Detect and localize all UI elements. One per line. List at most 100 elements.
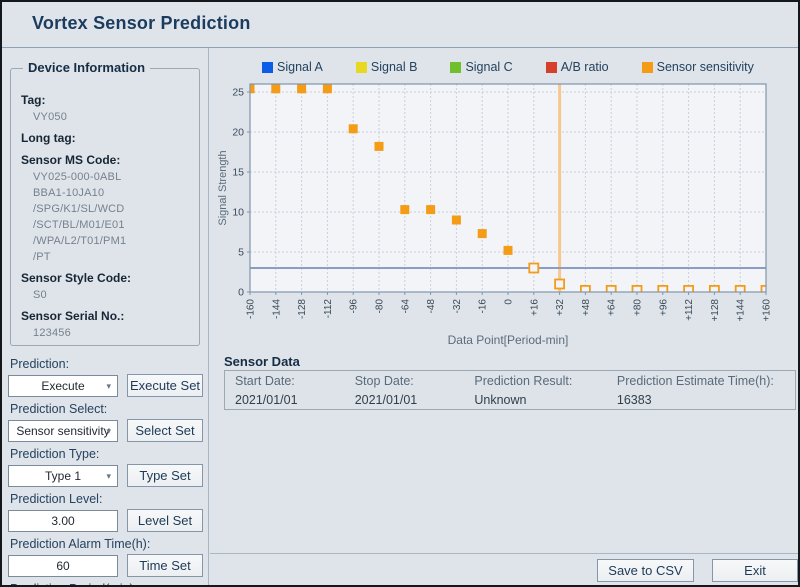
sensor-data-value: 2021/01/01	[354, 392, 418, 407]
x-tick-label: +64	[607, 299, 618, 316]
marker-hollow	[734, 284, 746, 292]
marker-hollow	[657, 284, 669, 292]
x-tick-label: -80	[375, 299, 386, 314]
legend-item: Signal C	[450, 60, 513, 74]
marker-filled	[451, 215, 461, 225]
x-tick-label: +96	[658, 299, 669, 316]
x-tick-label: -48	[426, 299, 437, 314]
y-tick-label: 5	[238, 247, 244, 259]
prediction-alarm-time-label: Prediction Alarm Time(h):	[10, 537, 151, 551]
legend-item: Sensor sensitivity	[641, 60, 754, 74]
x-tick-label: +128	[710, 299, 721, 322]
marker-hollow	[708, 284, 720, 292]
device-field-label: Tag:	[21, 93, 46, 107]
marker-hollow	[528, 262, 540, 274]
device-field-label: Long tag:	[21, 131, 76, 145]
marker-hollow	[554, 278, 566, 290]
data-points	[250, 84, 766, 292]
sensor-data-label: Prediction Estimate Time(h):	[616, 373, 774, 388]
prediction-select-dropdown[interactable]: Sensor sensitivity ▾	[8, 419, 118, 442]
prediction-level-input[interactable]	[8, 509, 118, 532]
sensor-data-label: Prediction Result:	[474, 373, 573, 388]
x-tick-label: -96	[349, 299, 360, 314]
prediction-type-set-button[interactable]: Type Set	[127, 464, 203, 487]
x-tick-label: +160	[762, 299, 773, 322]
device-info-group: Device Information Tag: VY050 Long tag: Sen…	[10, 60, 200, 346]
sensor-data-title: Sensor Data	[224, 354, 300, 369]
device-field-label: Sensor MS Code:	[21, 153, 121, 167]
legend-label: Sensor sensitivity	[656, 60, 754, 74]
page-title: Vortex Sensor Prediction	[32, 13, 251, 33]
exit-button[interactable]: Exit	[712, 559, 798, 582]
panel-divider	[208, 48, 209, 585]
chart-panel: Signal A Signal B Signal C A/B ratio Sensor …	[212, 48, 798, 553]
legend-swatch-icon	[262, 61, 273, 73]
device-info-title: Device Information	[23, 60, 151, 75]
y-tick-label: 25	[232, 87, 244, 99]
x-tick-label: +112	[684, 299, 695, 321]
y-tick-label: 15	[232, 167, 244, 179]
x-tick-label: -112	[323, 299, 334, 319]
prediction-select-label: Prediction Select:	[10, 402, 108, 416]
device-field-value: /WPA/L2/T01/PM1	[33, 235, 127, 247]
legend-swatch-icon	[450, 61, 462, 73]
marker-filled	[503, 245, 513, 255]
chart-legend: Signal A Signal B Signal C A/B ratio Sensor …	[262, 60, 798, 74]
sensor-data-label: Start Date:	[235, 373, 295, 388]
marker-filled	[271, 84, 281, 94]
marker-hollow	[579, 284, 591, 292]
marker-hollow	[683, 284, 695, 292]
device-field-value: /SPG/K1/SL/WCD	[33, 203, 125, 215]
x-tick-label: -32	[452, 299, 463, 314]
prediction-controls: Prediction: Execute ▾ Execute Set Prediction…	[8, 352, 204, 585]
marker-hollow	[631, 284, 643, 292]
prediction-type-row: Type 1 ▾ Type Set	[8, 464, 204, 487]
device-field-value: VY025-000-0ABL	[33, 171, 122, 183]
sensor-data-label: Stop Date:	[354, 373, 414, 388]
footer-buttons: Save to CSV Exit	[212, 559, 798, 582]
prediction-type-dropdown[interactable]: Type 1 ▾	[8, 464, 118, 487]
sensor-data-value: Unknown	[474, 392, 527, 407]
prediction-period-label: Prediction Period(min):	[10, 582, 204, 585]
chevron-down-icon: ▾	[106, 380, 111, 391]
device-field-value: VY050	[33, 111, 68, 123]
prediction-level-row: Level Set	[8, 509, 204, 532]
title-separator	[2, 47, 798, 48]
prediction-execute-dropdown[interactable]: Execute ▾	[8, 374, 118, 397]
device-field-value: /PT	[33, 251, 51, 263]
prediction-alarm-time-row: Time Set	[8, 554, 204, 577]
marker-hollow	[760, 284, 766, 292]
prediction-level-set-button[interactable]: Level Set	[127, 509, 203, 532]
prediction-alarm-time-input[interactable]	[8, 554, 118, 577]
y-tick-label: 20	[232, 127, 244, 139]
device-field-value: BBA1-10JA10	[33, 187, 105, 199]
marker-hollow	[605, 284, 617, 292]
device-field-value: /SCT/BL/M01/E01	[33, 219, 125, 231]
device-field-label: Sensor Serial No.:	[21, 309, 125, 323]
prediction-select-set-button[interactable]: Select Set	[127, 419, 203, 442]
x-axis-title: Data Point[Period-min]	[448, 333, 569, 347]
x-tick-label: -64	[400, 299, 411, 314]
sensor-data-value: 2021/01/01	[235, 392, 298, 407]
x-tick-label: +32	[555, 299, 566, 316]
prediction-select-row: Sensor sensitivity ▾ Select Set	[8, 419, 204, 442]
sensor-data-table: Start Date: Stop Date: Prediction Result: P…	[224, 370, 796, 410]
prediction-alarm-time-set-button[interactable]: Time Set	[127, 554, 203, 577]
x-tick-label: -144	[271, 299, 282, 319]
legend-label: Signal A	[277, 60, 323, 74]
marker-filled	[297, 84, 307, 94]
legend-item: Signal B	[355, 60, 417, 74]
x-tick-label: -160	[246, 299, 257, 319]
prediction-execute-set-button[interactable]: Execute Set	[127, 374, 203, 397]
x-tick-label: -16	[478, 299, 489, 314]
legend-swatch-icon	[641, 61, 653, 73]
save-to-csv-button[interactable]: Save to CSV	[597, 559, 694, 582]
chevron-down-icon: ▾	[106, 470, 111, 481]
y-tick-label: 10	[232, 207, 244, 219]
prediction-type-label: Prediction Type:	[10, 447, 100, 461]
legend-item: A/B ratio	[545, 60, 609, 74]
x-tick-label: -128	[297, 299, 308, 319]
y-tick-label: 0	[238, 287, 244, 299]
legend-item: Signal A	[262, 60, 323, 74]
